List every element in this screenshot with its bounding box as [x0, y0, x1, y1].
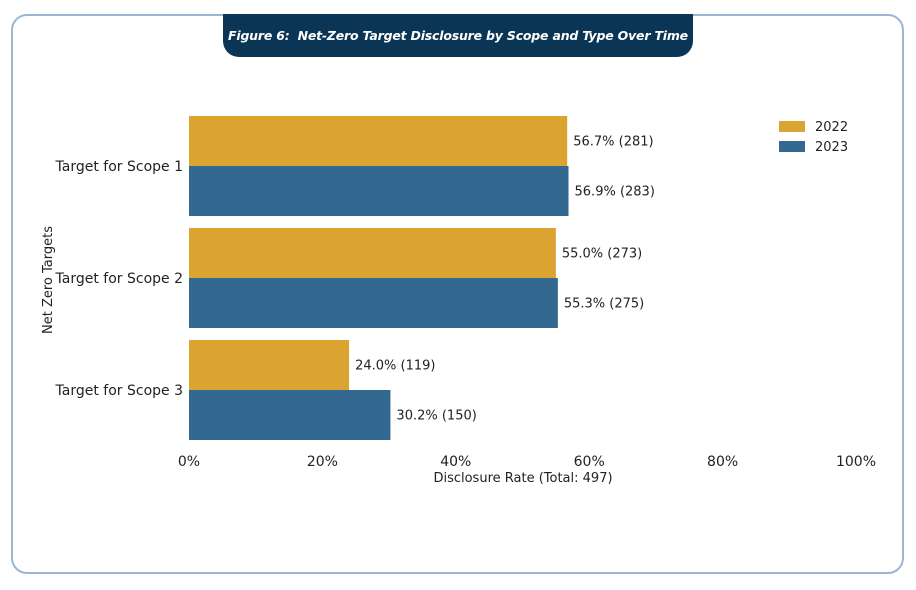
- x-axis-title: Disclosure Rate (Total: 497): [433, 471, 612, 486]
- legend: 2022 2023: [779, 120, 848, 155]
- bars-group: [189, 116, 569, 440]
- bar-label-target-for-scope-1-2023: 56.9% (283): [575, 185, 655, 200]
- x-tick-label-60: 60%: [574, 454, 605, 470]
- legend-swatch-2023: [779, 141, 805, 152]
- x-tick-label-20: 20%: [307, 454, 338, 470]
- y-tick-label-target-for-scope-1: Target for Scope 1: [55, 159, 183, 175]
- bar-label-target-for-scope-3-2022: 24.0% (119): [355, 359, 435, 374]
- x-axis-ticks: 0% 20% 40% 60% 80% 100%: [178, 454, 876, 470]
- x-tick-label-0: 0%: [178, 454, 200, 470]
- bar-target-for-scope-1-2022: [189, 116, 568, 166]
- bar-target-for-scope-1-2023: [189, 166, 569, 216]
- y-axis-ticks: Target for Scope 1 Target for Scope 2 Targ…: [55, 159, 183, 399]
- bar-labels-group: 56.7% (281) 56.9% (283) 55.0% (273) 55.3% (…: [355, 135, 655, 424]
- bar-target-for-scope-3-2022: [189, 340, 350, 390]
- legend-label-2023: 2023: [815, 140, 848, 155]
- figure-title-banner: Figure 6: Net-Zero Target Disclosure by S…: [223, 14, 693, 57]
- figure-label: Figure 6:: [228, 28, 290, 43]
- bar-label-target-for-scope-2-2023: 55.3% (275): [564, 297, 644, 312]
- figure-title: Figure 6: Net-Zero Target Disclosure by S…: [228, 28, 688, 43]
- y-axis-title: Net Zero Targets: [41, 226, 56, 334]
- x-tick-label-40: 40%: [440, 454, 471, 470]
- legend-label-2022: 2022: [815, 120, 848, 135]
- y-tick-label-target-for-scope-2: Target for Scope 2: [55, 271, 183, 287]
- bar-target-for-scope-3-2023: [189, 390, 391, 440]
- x-tick-label-100: 100%: [836, 454, 876, 470]
- bar-label-target-for-scope-3-2023: 30.2% (150): [396, 409, 476, 424]
- bar-target-for-scope-2-2022: [189, 228, 556, 278]
- bar-label-target-for-scope-2-2022: 55.0% (273): [562, 247, 642, 262]
- bar-label-target-for-scope-1-2022: 56.7% (281): [573, 135, 653, 150]
- figure-title-text: Net-Zero Target Disclosure by Scope and …: [297, 28, 689, 43]
- x-tick-label-80: 80%: [707, 454, 738, 470]
- bar-target-for-scope-2-2023: [189, 278, 558, 328]
- legend-swatch-2022: [779, 121, 805, 132]
- y-tick-label-target-for-scope-3: Target for Scope 3: [55, 383, 183, 399]
